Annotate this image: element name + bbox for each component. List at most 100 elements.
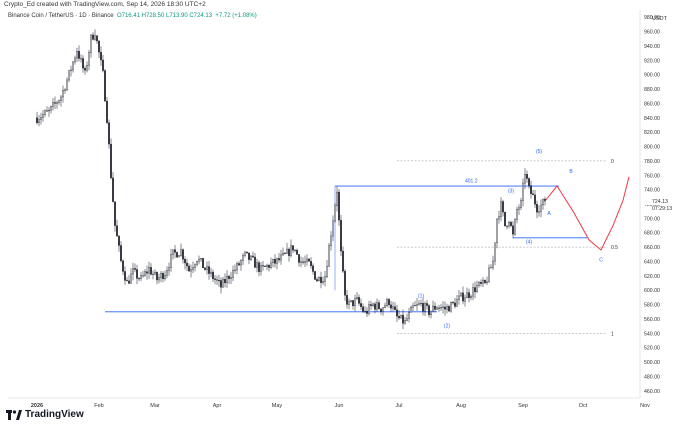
candle	[250, 254, 252, 262]
candle	[188, 263, 190, 272]
wave-label: (2)	[444, 324, 450, 330]
candle	[36, 111, 38, 125]
x-tick-label: Nov	[640, 403, 650, 409]
candle	[388, 298, 390, 308]
candle	[204, 267, 206, 272]
candle	[412, 302, 414, 312]
candle	[318, 276, 320, 282]
candle	[510, 220, 512, 228]
candle	[210, 267, 212, 278]
candle	[202, 258, 204, 269]
candle	[42, 110, 44, 122]
candle	[256, 258, 258, 273]
y-tick-label: 800.00	[644, 145, 660, 151]
candle	[152, 270, 154, 280]
candle	[234, 264, 236, 274]
candle	[512, 220, 514, 239]
chart-caption: Crypto_Ed created with TradingView.com, …	[4, 1, 206, 8]
wave-label: (3)	[508, 189, 514, 195]
candle	[438, 305, 440, 313]
x-tick-label: 2026	[31, 403, 43, 409]
candle	[436, 305, 438, 310]
y-tick-label: 520.00	[644, 346, 660, 352]
wave-label: A	[547, 211, 551, 217]
candle	[60, 95, 62, 107]
candle	[326, 259, 328, 279]
candle	[358, 294, 360, 306]
candle	[294, 249, 296, 253]
candle	[260, 261, 262, 276]
candle	[378, 300, 380, 310]
candle	[240, 259, 242, 271]
candle	[208, 261, 210, 280]
fib-label: 1	[611, 331, 614, 337]
candle	[290, 239, 292, 258]
candle	[144, 269, 146, 277]
projection-path[interactable]	[544, 176, 630, 251]
candle	[136, 264, 138, 285]
candle	[380, 308, 382, 315]
candle	[64, 88, 66, 94]
current-price-label: 724.13	[652, 199, 668, 205]
candle	[402, 309, 404, 330]
candle	[162, 271, 164, 283]
candle	[218, 274, 220, 287]
candle	[462, 286, 464, 305]
candle	[192, 261, 194, 274]
candle	[146, 265, 148, 280]
candle	[68, 70, 70, 83]
candle	[92, 32, 94, 41]
y-tick-label: 600.00	[644, 288, 660, 294]
candle	[448, 304, 450, 312]
candle	[56, 100, 58, 109]
currency-label: USDT	[652, 16, 667, 22]
candle	[302, 257, 304, 265]
candle	[160, 270, 162, 283]
candle	[66, 77, 68, 92]
candle	[176, 251, 178, 258]
y-tick-label: 540.00	[644, 331, 660, 337]
candle	[44, 109, 46, 117]
candle	[474, 281, 476, 299]
candle	[226, 269, 228, 288]
tradingview-logo-text: TradingView	[25, 409, 84, 420]
candle	[246, 251, 248, 254]
candle	[196, 260, 198, 267]
candle	[494, 242, 496, 266]
candle	[404, 316, 406, 325]
candle	[352, 300, 354, 310]
candle	[416, 297, 418, 311]
candle	[508, 220, 510, 229]
candle	[400, 314, 402, 319]
candle	[312, 263, 314, 275]
candle	[440, 303, 442, 311]
candle	[76, 47, 78, 62]
candle	[364, 306, 366, 314]
candle	[518, 204, 520, 215]
candle	[38, 115, 40, 127]
candle	[284, 252, 286, 255]
candle	[86, 61, 88, 73]
candle	[154, 269, 156, 276]
candle	[406, 313, 408, 322]
y-tick-label: 960.00	[644, 30, 660, 36]
candle	[464, 294, 466, 307]
candle	[70, 65, 72, 77]
candle	[242, 253, 244, 266]
wave-label: (1)	[418, 293, 424, 299]
candle	[254, 252, 256, 268]
candle	[392, 301, 394, 312]
fib-label: 0.5	[611, 245, 618, 251]
candle	[520, 197, 522, 211]
candle	[426, 299, 428, 310]
y-tick-label: 700.00	[644, 216, 660, 222]
candle	[220, 277, 222, 294]
candle	[138, 276, 140, 282]
wave-label: (5)	[536, 149, 542, 155]
candle	[530, 180, 532, 199]
candle	[104, 68, 106, 102]
candle	[272, 258, 274, 268]
y-tick-label: 620.00	[644, 274, 660, 280]
tradingview-logo-icon	[6, 409, 22, 420]
